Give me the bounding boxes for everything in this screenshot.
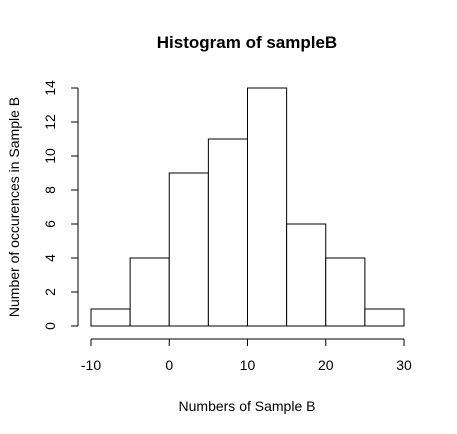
histogram-bar-4 [248,88,287,326]
x-tick-label-0: -10 [81,357,101,373]
histogram-bar-0 [91,309,130,326]
histogram-bar-1 [130,258,169,326]
y-tick-label-5: 10 [42,148,58,164]
bars-group [91,88,404,326]
y-tick-label-3: 6 [42,220,58,228]
histogram-bar-7 [365,309,404,326]
y-tick-label-6: 12 [42,114,58,130]
y-axis: 0 2 4 6 8 10 12 14 [42,80,78,330]
histogram-bar-5 [287,224,326,326]
chart-title: Histogram of sampleB [157,33,337,52]
y-axis-label: Number of occurences in Sample B [6,97,22,317]
x-tick-label-4: 30 [396,357,412,373]
y-tick-label-7: 14 [42,80,58,96]
histogram-bar-3 [208,139,247,326]
y-tick-label-2: 4 [42,254,58,262]
x-axis-label: Numbers of Sample B [179,398,316,414]
x-axis: -10 0 10 20 30 [81,339,412,373]
histogram-bar-2 [169,173,208,326]
y-tick-label-4: 8 [42,186,58,194]
histogram-bar-6 [326,258,365,326]
x-tick-label-2: 10 [240,357,256,373]
y-tick-label-1: 2 [42,288,58,296]
y-tick-label-0: 0 [42,322,58,330]
x-tick-label-1: 0 [165,357,173,373]
x-tick-label-3: 20 [318,357,334,373]
